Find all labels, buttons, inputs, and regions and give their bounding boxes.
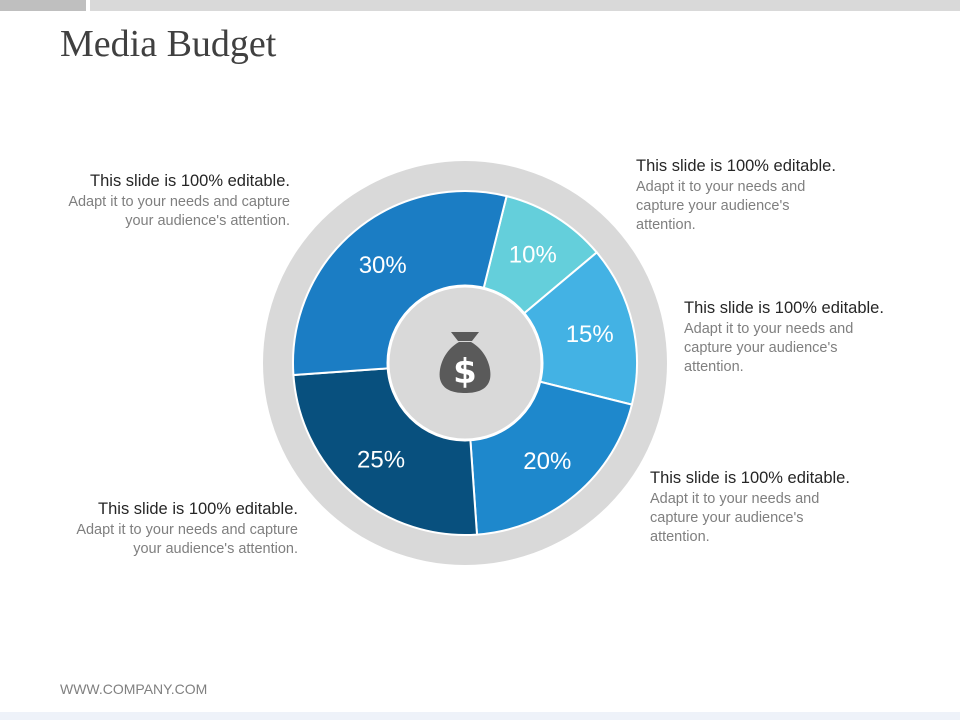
callout-body: Adapt it to your needs and capture your … <box>76 522 298 557</box>
footer-url: WWW.COMPANY.COM <box>60 681 208 697</box>
callout-bottom-right: This slide is 100% editable. Adapt it to… <box>650 469 900 547</box>
slice-label-30: 30% <box>359 252 407 279</box>
money-bag-body <box>439 342 491 393</box>
slice-label-20: 20% <box>523 448 571 475</box>
callout-heading: This slide is 100% editable. <box>650 469 850 487</box>
callout-body: Adapt it to your needs and capture your … <box>68 194 290 229</box>
top-accent-bar-gap <box>86 0 90 11</box>
callout-body: Adapt it to your needs and capture your … <box>636 179 806 233</box>
money-bag-knot <box>451 332 479 341</box>
bottom-strip <box>0 712 960 720</box>
chart-slice-labels: 10% 15% 20% 25% 30% <box>357 241 614 475</box>
callout-heading: This slide is 100% editable. <box>636 157 836 175</box>
callout-top-right: This slide is 100% editable. Adapt it to… <box>636 157 886 235</box>
callout-bottom-left: This slide is 100% editable. Adapt it to… <box>48 500 298 559</box>
top-accent-bar-highlight <box>0 0 88 11</box>
callout-heading: This slide is 100% editable. <box>684 299 884 317</box>
slice-label-25: 25% <box>357 447 405 474</box>
callout-middle-right: This slide is 100% editable. Adapt it to… <box>684 299 934 377</box>
callout-heading: This slide is 100% editable. <box>98 500 298 518</box>
page-title: Media Budget <box>60 23 277 65</box>
dollar-sign: $ <box>453 352 477 392</box>
callout-body: Adapt it to your needs and capture your … <box>650 491 820 545</box>
chart-slices <box>292 190 638 536</box>
callout-top-left: This slide is 100% editable. Adapt it to… <box>40 172 290 231</box>
callout-body: Adapt it to your needs and capture your … <box>684 321 854 375</box>
slice-label-15: 15% <box>566 321 614 348</box>
top-accent-bar <box>0 0 960 11</box>
slice-label-10: 10% <box>509 241 557 268</box>
callout-heading: This slide is 100% editable. <box>90 172 290 190</box>
money-bag-icon: $ <box>439 332 491 393</box>
